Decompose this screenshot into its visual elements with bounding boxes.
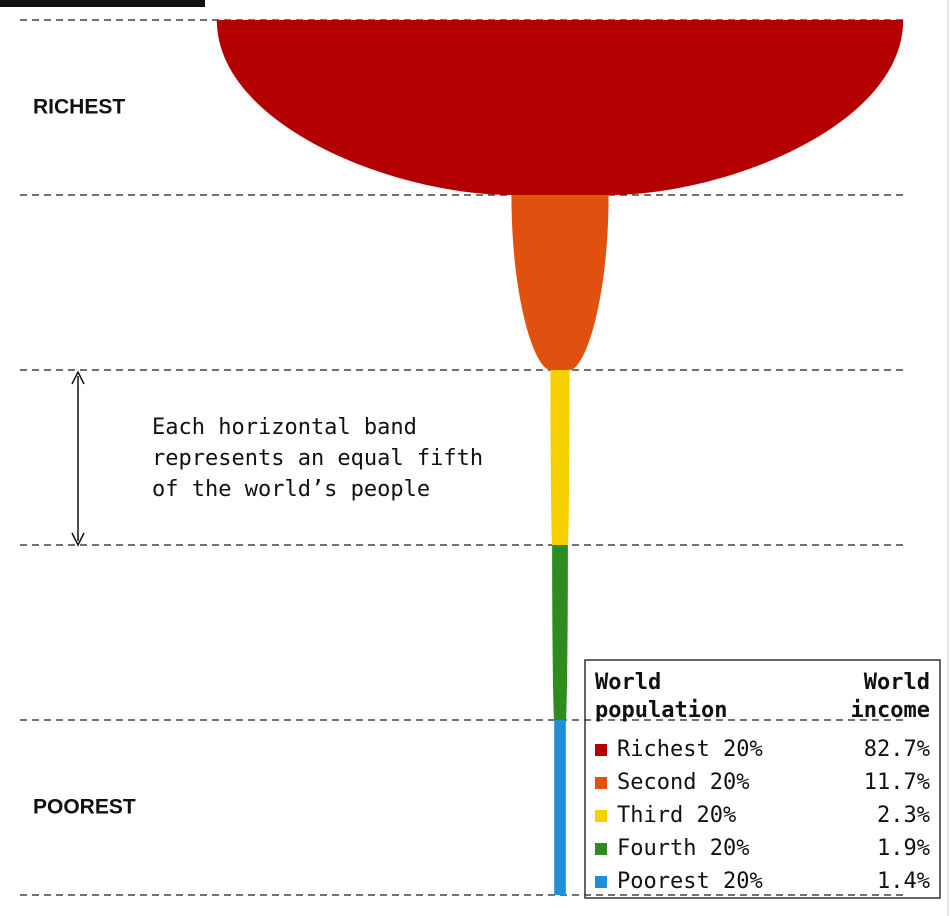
legend-header: World bbox=[595, 670, 661, 695]
legend-label: Fourth 20% bbox=[617, 836, 749, 861]
legend-swatch bbox=[595, 810, 607, 822]
annotation: represents an equal fifth bbox=[152, 446, 483, 471]
value-label: 2.3% bbox=[877, 803, 930, 828]
legend-swatch bbox=[595, 744, 607, 756]
value-label: 1.9% bbox=[877, 836, 930, 861]
annotation: of the world’s people bbox=[152, 477, 430, 502]
band bbox=[554, 720, 566, 895]
band bbox=[511, 195, 609, 370]
legend-swatch bbox=[595, 777, 607, 789]
side-label: POOREST bbox=[33, 796, 136, 819]
arrow bbox=[71, 370, 85, 547]
band bbox=[216, 20, 904, 195]
legend-label: Third 20% bbox=[617, 803, 736, 828]
legend-swatch bbox=[595, 876, 607, 888]
legend-header: World bbox=[864, 670, 930, 695]
legend-label: Richest 20% bbox=[617, 737, 763, 762]
value-label: 82.7% bbox=[864, 737, 930, 762]
legend-label: Second 20% bbox=[617, 770, 749, 795]
band bbox=[550, 370, 570, 545]
legend-label: Poorest 20% bbox=[617, 869, 763, 894]
legend-header: population bbox=[595, 698, 727, 723]
value-label: 11.7% bbox=[864, 770, 930, 795]
band bbox=[552, 545, 568, 720]
legend-header: income bbox=[851, 698, 930, 723]
value-label: 1.4% bbox=[877, 869, 930, 894]
legend-box bbox=[584, 659, 941, 899]
side-label: RICHEST bbox=[33, 96, 125, 119]
annotation: Each horizontal band bbox=[152, 415, 417, 440]
top-bar bbox=[0, 0, 205, 7]
legend-swatch bbox=[595, 843, 607, 855]
